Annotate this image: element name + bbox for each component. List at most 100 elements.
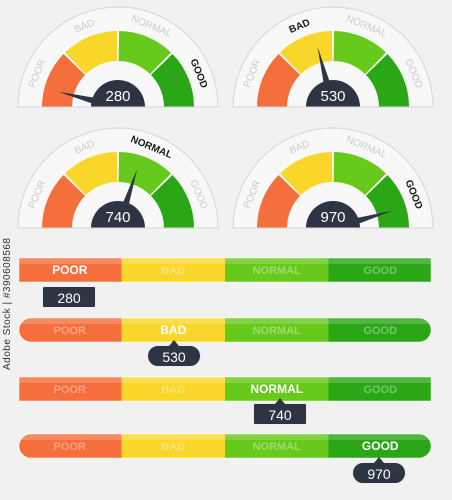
bar-1-segment-poor [18, 257, 122, 283]
bar-4-label-good: GOOD [362, 439, 399, 453]
gauge-3-segment-poor [42, 175, 86, 228]
gauge-3-segment-bad [65, 152, 118, 196]
bar-3-segment-good-shine [328, 376, 432, 383]
bar-2-segment-poor-shine [18, 317, 122, 324]
bar-4-segments [18, 433, 432, 459]
bar-1-segment-bad-shine [121, 257, 226, 264]
bar-4-segment-bad-shine [121, 433, 226, 440]
bar-4-segment-poor-shine [18, 433, 122, 440]
bar-1-segment-poor-shine [18, 257, 122, 264]
bar-3-value: 740 [268, 407, 292, 423]
bar-4-label-normal: NORMAL [253, 441, 302, 453]
bar-2-segment-normal [225, 317, 329, 343]
bar-1-value: 280 [57, 290, 81, 306]
bar-1-segment-good-shine [328, 257, 432, 264]
bar-2-segment-good-shine [328, 317, 432, 324]
bar-4-value: 970 [367, 466, 391, 482]
bar-1-label-good: GOOD [363, 265, 397, 277]
bar-2-segment-normal-shine [225, 317, 329, 324]
bar-1-value-badge: 280 [42, 286, 96, 308]
bar-2-segment-good [328, 317, 432, 343]
bar-2-graphic: POOR BAD NORMAL GOOD [18, 317, 432, 343]
bar-2-label-bad: BAD [160, 323, 186, 337]
bar-3-segment-poor [18, 376, 122, 402]
bar-3-label-good: GOOD [363, 384, 397, 396]
bar-1-outline [18, 257, 432, 283]
gauge-2-hub-value: 530 [320, 88, 345, 105]
gauge-2-needle [317, 46, 333, 91]
gauge-1-segment-good [150, 54, 194, 107]
bar-1-segment-normal-shine [225, 257, 329, 264]
bar-3-segment-poor-shine [18, 376, 122, 383]
gauge-1-hub-value: 280 [105, 88, 130, 105]
bar-2-label-good: GOOD [363, 325, 397, 337]
gauge-4-hub [306, 201, 360, 228]
gauge-1-segment-normal [118, 31, 171, 75]
gauge-2-segment-good [365, 54, 409, 107]
bar-4-segment-poor [18, 433, 122, 459]
gauge-3-segment-good [150, 175, 194, 228]
bar-3-pointer [275, 398, 285, 404]
gauge-3-hub [91, 201, 145, 228]
bar-3-label-bad: BAD [161, 384, 185, 396]
bar-3-segments [18, 376, 432, 402]
bar-4-label-bad: BAD [161, 441, 185, 453]
bar-2-label-poor: POOR [54, 325, 86, 337]
bar-1-label-normal: NORMAL [253, 265, 302, 277]
bar-2-segment-bad [121, 317, 226, 343]
gauge-1-segment-poor [42, 54, 86, 107]
gauge-4-segment-bad [280, 152, 333, 196]
bar-2-pointer [169, 340, 179, 346]
gauge-4-hub-value: 970 [320, 209, 345, 226]
watermark: Adobe Stock | #390608568 [2, 237, 13, 370]
bar-4-label-poor: POOR [54, 441, 86, 453]
gauge-4-segment-poor [257, 175, 301, 228]
bar-3-segment-bad [121, 376, 226, 402]
bar-4-graphic: POOR BAD NORMAL GOOD [18, 433, 432, 459]
bar-1-segment-normal [225, 257, 329, 283]
bar-3-segment-normal-shine [225, 376, 329, 383]
bar-2-segment-bad-shine [121, 317, 226, 324]
bar-3-value-badge: 740 [253, 398, 307, 425]
bar-1-segment-good [328, 257, 432, 283]
gauge-2-segment-poor [257, 54, 301, 107]
gauge-2-segment-normal [333, 31, 386, 75]
bar-3-label-poor: POOR [54, 384, 86, 396]
bar-2-outline [18, 317, 432, 343]
bar-3-label-normal: NORMAL [250, 382, 303, 396]
gauge-3-needle [119, 169, 138, 213]
gauge-4-segment-normal [333, 152, 386, 196]
bar-1-label-bad: BAD [161, 265, 185, 277]
gauge-2-segment-bad [280, 31, 333, 75]
bar-4-segment-normal-shine [225, 433, 329, 440]
bar-3-segment-normal [225, 376, 329, 402]
bar-3-outline [18, 376, 432, 402]
bar-3-segment-bad-shine [121, 376, 226, 383]
bar-1-segments [18, 257, 432, 283]
bar-2-segment-poor [18, 317, 122, 343]
bar-4-pointer [374, 457, 384, 463]
bar-1: POOR BAD NORMAL GOOD [18, 257, 432, 283]
bar-4-outline [18, 433, 432, 459]
bar-4-segment-good-shine [328, 433, 432, 440]
gauge-1-hub [91, 80, 145, 107]
bar-4-segment-normal [225, 433, 329, 459]
gauge-2-hub [306, 80, 360, 107]
bar-1-segment-bad [121, 257, 226, 283]
bar-1-graphic: POOR BAD NORMAL GOOD [18, 257, 432, 283]
bar-2-label-normal: NORMAL [253, 325, 302, 337]
bar-3-segment-good [328, 376, 432, 402]
bar-2-value: 530 [162, 349, 186, 365]
gauge-4-needle [348, 210, 393, 227]
bar-4-segment-bad [121, 433, 226, 459]
bar-1-label-poor: POOR [52, 263, 88, 277]
bar-2-segments [18, 317, 432, 343]
